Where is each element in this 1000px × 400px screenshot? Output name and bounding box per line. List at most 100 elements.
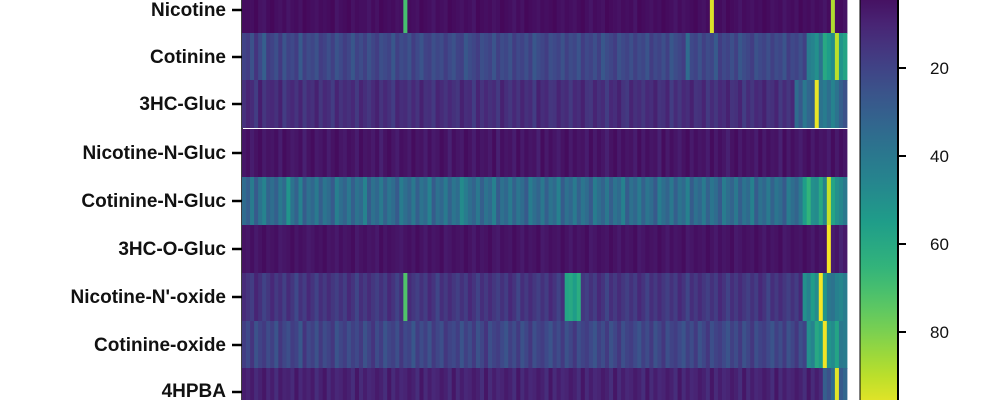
heatmap-cell xyxy=(270,129,275,177)
heatmap-cell xyxy=(427,177,432,225)
heatmap-cell xyxy=(774,80,779,128)
heatmap-cell xyxy=(617,129,622,177)
heatmap-cell xyxy=(750,321,755,369)
heatmap-cell xyxy=(802,0,808,34)
heatmap-cell xyxy=(379,321,384,369)
heatmap-cell xyxy=(596,80,602,128)
heatmap-cell xyxy=(742,321,747,369)
heatmap-cell xyxy=(834,0,840,34)
heatmap-cell xyxy=(524,0,529,34)
heatmap-cell xyxy=(504,177,509,225)
heatmap-cell xyxy=(508,129,513,177)
heatmap-cell xyxy=(516,129,521,177)
heatmap-cell xyxy=(613,129,618,177)
heatmap-cell xyxy=(387,129,392,177)
heatmap-cell xyxy=(371,129,376,177)
heatmap-cell xyxy=(532,273,537,321)
heatmap-cell xyxy=(455,321,461,369)
heatmap-cell xyxy=(738,273,743,321)
heatmap-cell xyxy=(290,273,295,321)
heatmap-cell xyxy=(798,80,804,128)
heatmap-cell xyxy=(484,33,489,81)
heatmap-cell xyxy=(548,129,553,177)
heatmap-cell xyxy=(842,273,848,321)
heatmap-cell xyxy=(387,225,392,273)
heatmap-cell xyxy=(383,33,388,81)
heatmap-cell xyxy=(774,129,779,177)
heatmap-cell xyxy=(770,129,775,177)
heatmap-cell xyxy=(254,321,259,369)
heatmap-cell xyxy=(540,321,545,369)
colorbar-tick-label: 60 xyxy=(930,235,949,254)
heatmap-cell xyxy=(580,321,586,369)
heatmap-cell xyxy=(613,80,618,128)
heatmap-cell xyxy=(588,80,594,128)
heatmap-cell xyxy=(592,273,598,321)
heatmap-cell xyxy=(484,177,489,225)
heatmap-cell xyxy=(609,33,614,81)
heatmap-cell xyxy=(617,0,622,34)
heatmap-cell xyxy=(250,80,255,128)
heatmap-cell xyxy=(516,225,521,273)
heatmap-cell xyxy=(560,129,566,177)
heatmap-cell xyxy=(572,80,578,128)
heatmap-cell xyxy=(822,273,828,321)
heatmap-cell xyxy=(375,368,380,400)
heatmap-cell xyxy=(298,0,303,34)
heatmap-cell xyxy=(492,33,497,81)
heatmap-cell xyxy=(354,273,360,321)
heatmap-cell xyxy=(475,129,481,177)
heatmap-cell xyxy=(488,321,493,369)
heatmap-cell xyxy=(447,273,453,321)
heatmap-cell xyxy=(592,321,598,369)
heatmap-cell xyxy=(758,321,763,369)
heatmap-cell xyxy=(516,0,521,34)
heatmap-cell xyxy=(318,368,324,400)
heatmap-cell xyxy=(713,321,719,369)
heatmap-cell xyxy=(641,177,646,225)
heatmap-cell xyxy=(403,177,408,225)
heatmap-cell xyxy=(572,129,578,177)
heatmap-cell xyxy=(536,129,541,177)
heatmap-cell xyxy=(750,0,755,34)
heatmap-cell xyxy=(540,0,545,34)
heatmap-cell xyxy=(721,225,727,273)
heatmap-cell xyxy=(613,0,618,34)
heatmap-cell xyxy=(411,129,416,177)
heatmap-cell xyxy=(391,177,396,225)
heatmap-cell xyxy=(726,0,731,34)
heatmap-cell xyxy=(250,225,255,273)
heatmap-cell xyxy=(730,80,735,128)
heatmap-cell xyxy=(560,0,566,34)
heatmap-cell xyxy=(306,368,311,400)
heatmap-cell xyxy=(790,0,795,34)
heatmap-cell xyxy=(500,321,505,369)
heatmap-cell xyxy=(834,321,840,369)
heatmap-cell xyxy=(524,129,529,177)
heatmap-cell xyxy=(568,129,574,177)
heatmap-cell xyxy=(471,80,477,128)
heatmap-cell xyxy=(681,177,687,225)
heatmap-cell xyxy=(520,368,525,400)
heatmap-cell xyxy=(560,273,566,321)
heatmap-cell xyxy=(653,0,658,34)
heatmap-cell xyxy=(330,368,336,400)
heatmap-cell xyxy=(818,80,824,128)
heatmap-cell xyxy=(633,129,638,177)
heatmap-cell xyxy=(617,225,622,273)
heatmap-cell xyxy=(540,225,545,273)
heatmap-cell xyxy=(496,129,501,177)
heatmap-cell xyxy=(435,129,441,177)
heatmap-cell xyxy=(512,225,517,273)
heatmap-cell xyxy=(383,177,388,225)
heatmap-cell xyxy=(709,33,715,81)
heatmap-cell xyxy=(246,225,251,273)
heatmap-cell xyxy=(685,321,691,369)
heatmap-cell xyxy=(653,321,658,369)
heatmap-cell xyxy=(609,177,614,225)
heatmap-cell xyxy=(734,0,739,34)
heatmap-cell xyxy=(310,368,315,400)
heatmap-cell xyxy=(455,177,461,225)
heatmap-cell xyxy=(447,33,453,81)
heatmap-cell xyxy=(834,368,840,400)
